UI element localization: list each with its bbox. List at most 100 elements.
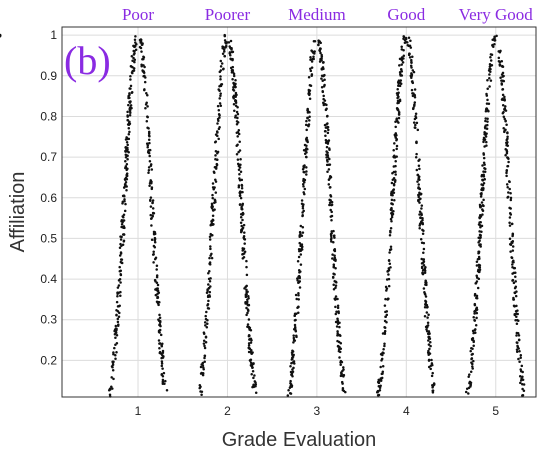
data-point (300, 243, 304, 246)
data-point (206, 289, 209, 293)
data-point (500, 83, 504, 86)
data-point (297, 298, 300, 301)
data-point (290, 351, 294, 355)
data-point (409, 64, 413, 68)
data-point (119, 238, 123, 241)
data-point (115, 333, 119, 337)
data-point (247, 294, 250, 298)
data-point (396, 96, 399, 100)
data-point (474, 328, 477, 331)
data-point (383, 319, 387, 323)
data-point (473, 294, 477, 297)
data-point (327, 128, 330, 132)
data-point (515, 304, 518, 308)
data-point (305, 139, 308, 142)
data-point (147, 127, 150, 130)
data-point (422, 241, 426, 245)
data-point (293, 339, 297, 342)
data-point (414, 123, 417, 127)
data-point (486, 78, 489, 82)
data-point (488, 73, 491, 76)
data-point (114, 336, 117, 339)
data-point (423, 271, 427, 274)
data-point (336, 304, 340, 307)
data-point (145, 91, 148, 95)
data-point (211, 208, 215, 212)
scatter-points (0, 33, 526, 398)
data-point (325, 150, 328, 153)
data-point (151, 214, 154, 217)
data-point (400, 63, 403, 66)
data-point (214, 178, 217, 181)
data-point (477, 255, 481, 259)
data-point (128, 113, 132, 117)
data-point (486, 87, 489, 90)
data-point (204, 317, 208, 321)
data-point (111, 369, 115, 372)
data-point (518, 360, 521, 364)
data-point (424, 300, 428, 303)
data-point (161, 375, 165, 378)
data-point (147, 149, 151, 152)
data-point (301, 226, 305, 229)
data-point (376, 389, 380, 393)
data-point (158, 351, 162, 355)
data-point (148, 159, 152, 163)
data-point (394, 120, 397, 124)
data-point (382, 348, 385, 351)
data-point (302, 191, 305, 194)
data-point (396, 99, 400, 103)
data-point (207, 277, 211, 281)
data-point (127, 137, 131, 141)
data-point (501, 88, 504, 91)
data-point (223, 39, 227, 42)
data-point (505, 174, 508, 178)
data-point (124, 180, 128, 184)
data-point (499, 76, 502, 79)
data-point (326, 140, 330, 143)
data-point (478, 224, 482, 227)
data-point (236, 162, 240, 166)
data-point (158, 313, 161, 317)
data-point (112, 377, 115, 381)
data-point (251, 366, 254, 369)
data-point (482, 161, 486, 164)
data-point (511, 234, 514, 238)
data-point (390, 208, 393, 212)
data-point (235, 123, 239, 126)
data-point (493, 38, 497, 42)
data-point (232, 94, 236, 98)
data-point (146, 105, 149, 108)
data-point (160, 372, 164, 376)
data-point (415, 168, 419, 172)
data-point (238, 172, 241, 176)
data-point (129, 104, 133, 107)
data-point (385, 289, 388, 292)
data-point (228, 51, 232, 54)
data-point (124, 145, 128, 149)
data-point (235, 153, 239, 156)
data-point (407, 36, 411, 40)
data-point (248, 346, 251, 350)
data-point (425, 311, 429, 314)
data-point (327, 168, 331, 171)
data-point (488, 65, 492, 68)
data-point (392, 188, 396, 191)
data-point (381, 332, 385, 335)
data-point (209, 285, 212, 288)
data-point (479, 206, 482, 209)
data-point (418, 213, 421, 216)
data-point (421, 272, 425, 275)
data-point (117, 279, 121, 282)
data-point (501, 93, 505, 97)
data-point (160, 343, 163, 347)
data-point (320, 57, 323, 60)
data-point (243, 242, 246, 245)
data-point (236, 116, 239, 120)
data-point (230, 48, 233, 51)
data-point (239, 158, 242, 161)
data-point (148, 141, 151, 145)
data-point (467, 392, 470, 395)
data-point (112, 351, 115, 354)
data-point (234, 85, 237, 89)
